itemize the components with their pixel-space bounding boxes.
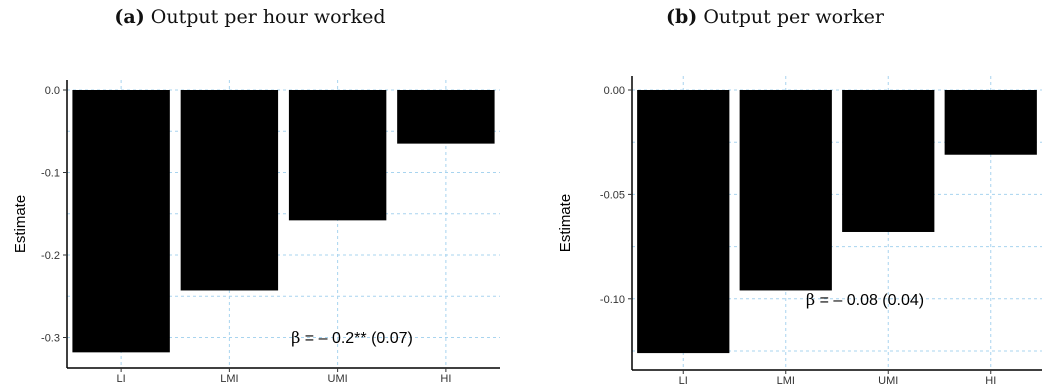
- y-tick-label: -0.3: [41, 333, 60, 345]
- y-tick-label: -0.10: [600, 294, 625, 306]
- y-tick-label: 0.0: [45, 85, 60, 97]
- y-tick-label: -0.05: [600, 189, 625, 201]
- beta-symbol: β: [806, 290, 815, 309]
- bar-li: [637, 90, 730, 354]
- y-tick-label: -0.1: [41, 168, 60, 180]
- x-tick-label: HI: [985, 375, 996, 387]
- bar-hi: [944, 90, 1037, 155]
- panel-b-label: (b): [666, 6, 698, 28]
- x-tick-label: LMI: [220, 373, 238, 385]
- chart-a: 0.0 -0.1 -0.2 -0.3 LI LMI UMI HI Estimate β = – 0…: [12, 80, 500, 385]
- beta-value: = – 0.2** (0.07): [300, 330, 413, 347]
- y-axis-title: Estimate: [557, 194, 574, 252]
- x-tick-label: UMI: [328, 373, 348, 385]
- bar-umi: [288, 90, 387, 221]
- bar-hi: [397, 90, 495, 144]
- bar-li: [72, 90, 170, 353]
- bar-umi: [842, 90, 935, 232]
- x-tick-label: UMI: [878, 375, 898, 387]
- panel-a-title-text: Output per hour worked: [150, 6, 386, 28]
- y-tick-label: -0.2: [41, 250, 60, 262]
- beta-annotation: β = – 0.08 (0.04): [806, 290, 924, 309]
- bar-lmi: [180, 90, 279, 291]
- beta-annotation: β = – 0.2** (0.07): [291, 328, 413, 347]
- bar-lmi: [739, 90, 832, 291]
- y-tick-label: 0.00: [604, 85, 625, 97]
- chart-b: 0.00 -0.05 -0.10 LI LMI UMI HI Estimate β = – 0.…: [557, 76, 1042, 387]
- panel-a-title: (a) Output per hour worked: [0, 6, 500, 28]
- beta-value: = – 0.08 (0.04): [815, 292, 924, 309]
- x-tick-label: HI: [440, 373, 451, 385]
- x-tick-label: LI: [117, 373, 126, 385]
- beta-symbol: β: [291, 328, 300, 347]
- panel-a-label: (a): [114, 6, 145, 28]
- x-tick-label: LMI: [777, 375, 795, 387]
- y-axis-title: Estimate: [12, 195, 29, 253]
- panel-b-title: (b) Output per worker: [525, 6, 1025, 28]
- panel-b-title-text: Output per worker: [703, 6, 884, 28]
- x-tick-label: LI: [679, 375, 688, 387]
